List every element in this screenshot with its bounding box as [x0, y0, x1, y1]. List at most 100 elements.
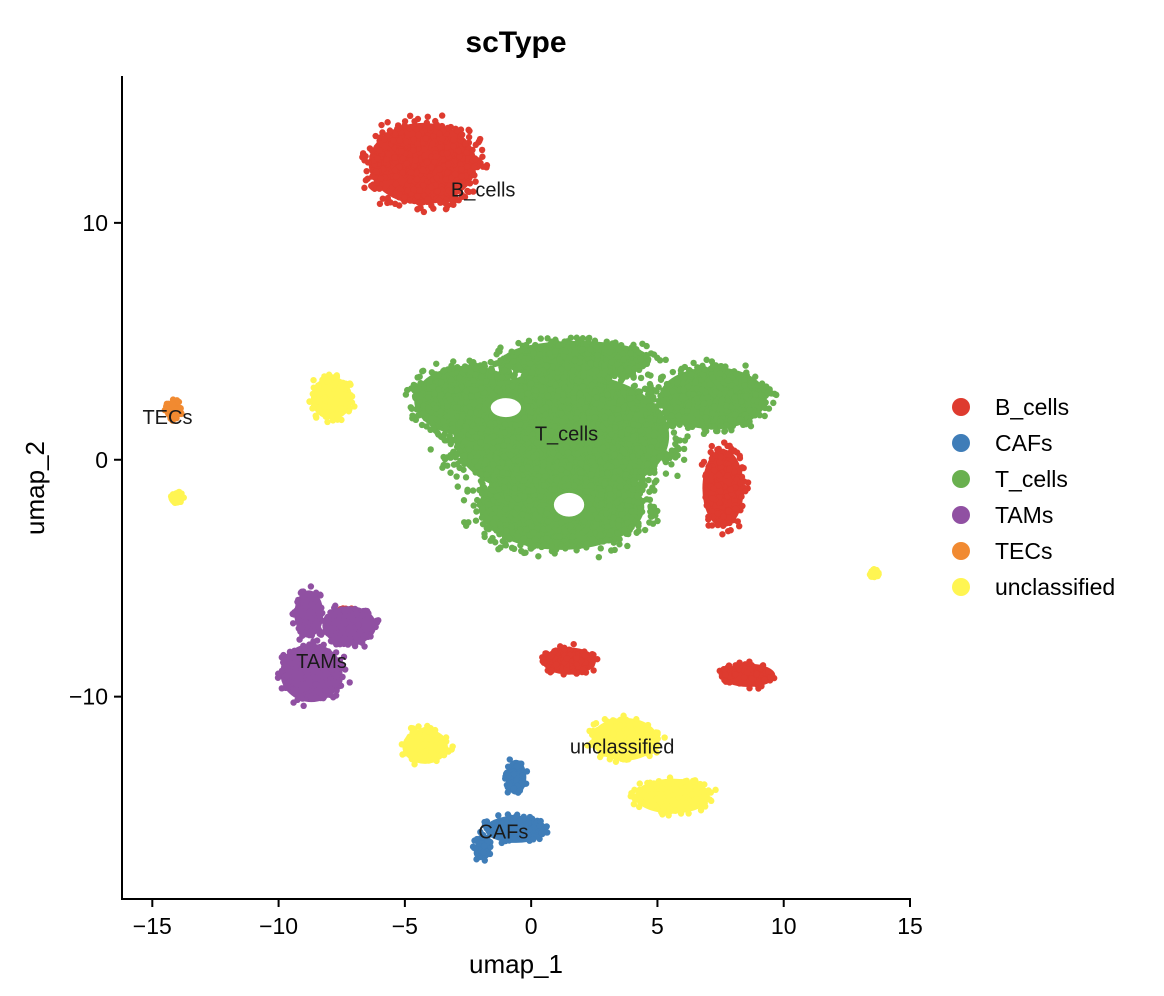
data-point	[742, 393, 750, 400]
data-point	[669, 422, 677, 429]
data-point	[506, 535, 513, 542]
data-point	[662, 470, 670, 477]
data-point	[703, 356, 710, 364]
data-point	[638, 479, 645, 486]
data-point	[579, 335, 586, 342]
data-point	[315, 398, 323, 405]
data-point	[736, 454, 744, 462]
data-point	[721, 666, 728, 673]
data-point	[564, 364, 572, 371]
data-point	[471, 172, 478, 179]
data-point	[715, 471, 723, 479]
data-point	[639, 723, 647, 730]
data-point	[608, 382, 615, 390]
data-point	[446, 396, 454, 403]
data-point	[542, 411, 549, 419]
data-point	[736, 659, 743, 666]
data-point	[466, 357, 473, 364]
data-point	[501, 421, 509, 428]
data-point	[525, 426, 533, 433]
data-point	[324, 418, 331, 426]
data-point	[497, 344, 504, 351]
data-point	[479, 163, 487, 170]
data-point	[574, 409, 581, 416]
data-point	[413, 126, 420, 133]
data-point	[586, 375, 593, 382]
data-point	[650, 432, 658, 439]
data-point	[578, 397, 585, 405]
data-point	[520, 492, 528, 500]
data-point	[561, 645, 568, 653]
data-point	[489, 445, 497, 453]
data-point	[622, 471, 630, 478]
data-point	[717, 422, 725, 430]
data-point	[742, 362, 749, 369]
data-point	[509, 382, 516, 390]
data-point	[609, 520, 616, 528]
data-point	[505, 386, 513, 394]
data-point	[500, 516, 508, 523]
data-point	[455, 374, 463, 382]
data-point	[575, 424, 582, 432]
data-point	[681, 419, 689, 426]
data-point	[518, 377, 525, 385]
data-point	[407, 404, 414, 411]
cluster-unclassified	[398, 722, 456, 768]
data-point	[479, 505, 486, 513]
data-point	[590, 667, 597, 674]
data-point	[491, 505, 498, 512]
data-point	[543, 510, 551, 517]
data-point	[615, 521, 622, 529]
data-point	[552, 546, 560, 553]
data-point	[379, 195, 387, 202]
data-point	[513, 505, 521, 512]
data-point	[489, 519, 497, 527]
data-point	[589, 535, 596, 543]
data-point	[392, 180, 400, 188]
data-point	[668, 461, 675, 468]
data-point	[434, 372, 442, 379]
data-point	[419, 166, 427, 174]
data-point	[674, 444, 681, 451]
data-point	[702, 470, 710, 478]
data-point	[453, 396, 460, 403]
data-point	[545, 524, 552, 532]
data-point	[532, 511, 539, 518]
data-point	[399, 169, 407, 176]
data-point	[484, 427, 491, 435]
data-point	[643, 496, 651, 503]
data-point	[552, 462, 560, 470]
data-point	[472, 469, 479, 476]
data-point	[601, 362, 608, 370]
data-point	[417, 380, 424, 387]
data-point	[608, 415, 615, 422]
data-point	[432, 405, 440, 412]
data-point	[478, 425, 486, 432]
data-point	[479, 450, 486, 457]
data-point	[403, 138, 410, 146]
data-point	[497, 357, 504, 364]
data-point	[596, 438, 603, 446]
data-point	[627, 350, 634, 357]
data-point	[624, 542, 631, 550]
data-point	[450, 358, 457, 365]
data-point	[629, 486, 636, 493]
data-point	[309, 405, 316, 412]
data-point	[424, 196, 431, 203]
data-point	[603, 536, 610, 543]
data-point	[630, 405, 637, 412]
data-point	[414, 206, 421, 213]
data-point	[631, 382, 638, 390]
data-point	[549, 370, 556, 377]
data-point	[404, 187, 411, 194]
data-point	[444, 462, 451, 469]
data-point	[701, 366, 708, 373]
data-point	[462, 474, 470, 481]
data-point	[453, 443, 461, 451]
data-point	[725, 507, 732, 515]
data-point	[576, 390, 584, 398]
data-point	[704, 502, 711, 510]
data-point	[399, 155, 407, 162]
data-point	[670, 429, 678, 436]
data-point	[439, 464, 446, 471]
